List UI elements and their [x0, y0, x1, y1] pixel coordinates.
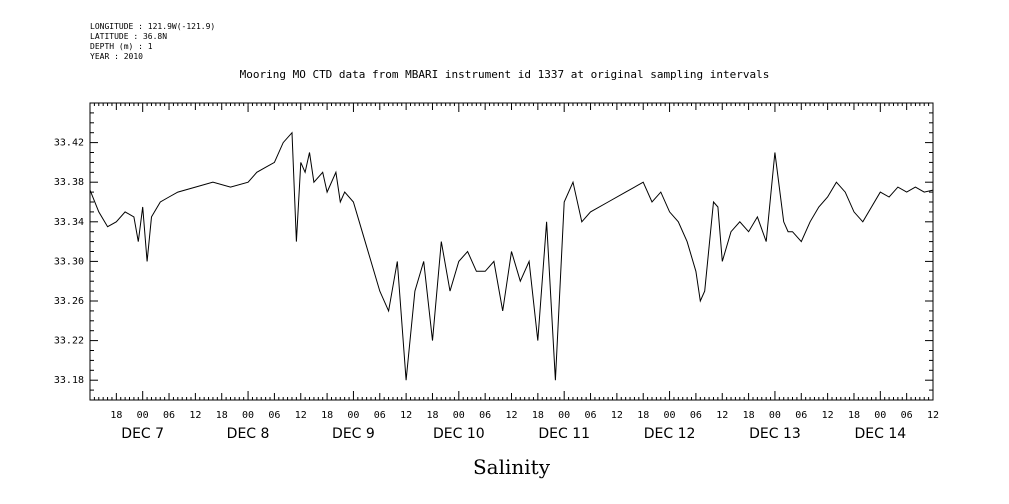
longitude-label: LONGITUDE : 121.9W(-121.9)	[90, 22, 216, 31]
x-hour-label: 18	[532, 410, 544, 421]
x-hour-label: 12	[716, 410, 728, 421]
y-tick-label: 33.18	[54, 375, 84, 386]
x-day-label: DEC 12	[644, 426, 696, 442]
x-hour-label: 18	[637, 410, 649, 421]
x-hour-label: 00	[664, 410, 676, 421]
chart-title: Mooring MO CTD data from MBARI instrumen…	[239, 68, 770, 81]
x-hour-label: 12	[189, 410, 201, 421]
x-day-label: DEC 14	[854, 426, 906, 442]
x-hour-label: 18	[743, 410, 755, 421]
y-axis: 33.18 33.22 33.26 33.30 33.34 33.38 33.42	[54, 102, 933, 401]
x-axis: 18 00 06 12 18 00 06 12 18 00 06 12 18 00 06 12 18 00 06 12…	[89, 103, 939, 442]
x-hour-label: 18	[321, 410, 333, 421]
y-tick-label: 33.22	[54, 336, 84, 347]
x-hour-label: 06	[163, 410, 175, 421]
depth-label: DEPTH (m) : 1	[90, 42, 153, 51]
y-tick-label: 33.30	[54, 256, 84, 267]
x-hour-label: 00	[242, 410, 254, 421]
x-hour-label: 06	[795, 410, 807, 421]
x-hour-label: 00	[769, 410, 781, 421]
metadata-block: LONGITUDE : 121.9W(-121.9) LATITUDE : 36…	[90, 22, 215, 62]
y-tick-label: 33.26	[54, 296, 84, 307]
x-hour-label: 06	[268, 410, 280, 421]
latitude-label: LATITUDE : 36.8N	[90, 32, 168, 41]
x-hour-label: 12	[295, 410, 307, 421]
x-hour-label: 00	[137, 410, 149, 421]
series-group	[89, 131, 934, 381]
x-hour-label: 18	[110, 410, 122, 421]
x-hour-label: 00	[453, 410, 465, 421]
x-hour-label: 00	[347, 410, 359, 421]
year-label: YEAR : 2010	[90, 52, 143, 61]
x-hour-label: 06	[690, 410, 702, 421]
y-tick-label: 33.38	[54, 177, 84, 188]
x-hour-label: 18	[426, 410, 438, 421]
x-day-label: DEC 10	[433, 426, 485, 442]
x-hour-label: 12	[611, 410, 623, 421]
x-day-label: DEC 7	[121, 426, 164, 442]
x-hour-label: 12	[927, 410, 939, 421]
x-hour-label: 06	[479, 410, 491, 421]
x-hour-label: 18	[216, 410, 228, 421]
y-tick-label: 33.34	[54, 217, 84, 228]
x-day-label: DEC 8	[227, 426, 270, 442]
x-day-label: DEC 11	[538, 426, 590, 442]
x-hour-label: 00	[558, 410, 570, 421]
x-axis-label: Salinity	[472, 455, 551, 479]
x-hour-label: 18	[848, 410, 860, 421]
x-hour-label: 12	[822, 410, 834, 421]
x-hour-label: 06	[374, 410, 386, 421]
salinity-series-line	[89, 131, 934, 381]
x-day-label: DEC 9	[332, 426, 375, 442]
x-hour-label: 12	[505, 410, 517, 421]
y-tick-label: 33.42	[54, 138, 84, 149]
x-hour-label: 06	[901, 410, 913, 421]
x-hour-label: 12	[400, 410, 412, 421]
x-hour-label: 00	[874, 410, 886, 421]
x-day-label: DEC 13	[749, 426, 801, 442]
x-hour-label: 06	[585, 410, 597, 421]
